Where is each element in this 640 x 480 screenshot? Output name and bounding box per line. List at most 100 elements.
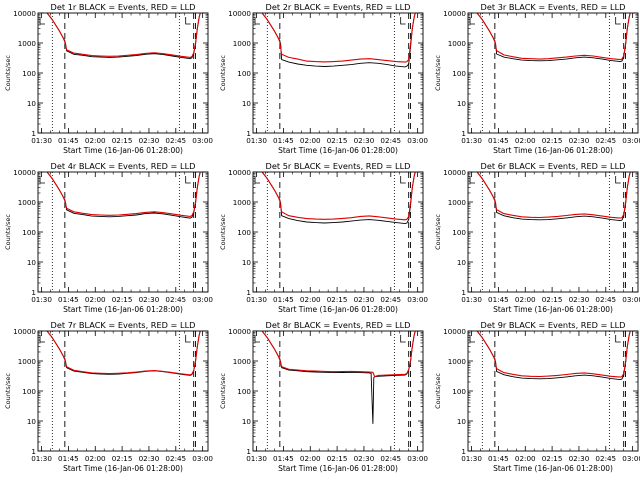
x-tick-label: 02:30 <box>569 454 590 463</box>
y-tick-label: 10000 <box>228 327 251 336</box>
y-tick-label: 10000 <box>228 168 251 177</box>
x-tick-label: 02:45 <box>595 295 616 304</box>
x-tick-label: 01:45 <box>58 136 79 145</box>
lld-series-line <box>46 331 201 376</box>
x-tick-label: 03:00 <box>622 454 640 463</box>
bracket-marker <box>254 17 260 25</box>
x-tick-label: 02:00 <box>300 136 321 145</box>
y-tick-label: 10000 <box>13 9 36 18</box>
x-tick-label: 02:45 <box>595 136 616 145</box>
series-group <box>46 172 201 219</box>
y-tick-label: 100 <box>237 228 251 237</box>
series-group <box>476 172 631 222</box>
chart-title: Det 6r BLACK = Events, RED = LLD <box>481 161 626 171</box>
bracket-marker <box>469 176 475 184</box>
x-tick-label: 02:45 <box>165 295 186 304</box>
y-axis-label: Counts/sec <box>219 55 227 91</box>
x-axis-label: Start Time (16-Jan-06 01:28:00) <box>63 305 183 314</box>
y-axis-label: Counts/sec <box>219 373 227 409</box>
y-tick-label: 1000 <box>448 198 467 207</box>
x-tick-label: 02:15 <box>327 136 348 145</box>
x-axis-label: Start Time (16-Jan-06 01:28:00) <box>493 305 613 314</box>
y-tick-label: 1 <box>31 447 36 456</box>
plot-frame <box>252 12 424 134</box>
y-tick-label: 100 <box>237 69 251 78</box>
x-tick-label: 02:30 <box>569 136 590 145</box>
y-axis-label: Counts/sec <box>4 55 12 91</box>
chart-panel: Det 6r BLACK = Events, RED = LLD Counts/s… <box>434 161 640 314</box>
series-group <box>476 331 631 381</box>
y-tick-label: 1000 <box>18 357 37 366</box>
x-tick-label: 01:45 <box>273 454 294 463</box>
y-tick-label: 10 <box>457 417 467 426</box>
y-tick-label: 1 <box>246 288 251 297</box>
y-tick-label: 1000 <box>18 39 37 48</box>
plot-frame <box>37 171 209 293</box>
chart-panel: Det 9r BLACK = Events, RED = LLD Counts/s… <box>434 320 640 473</box>
x-axis-label: Start Time (16-Jan-06 01:28:00) <box>493 464 613 473</box>
series-group <box>46 331 201 376</box>
bracket-marker <box>469 17 475 25</box>
chart-panel: Det 7r BLACK = Events, RED = LLD Counts/s… <box>4 320 213 473</box>
y-axis-label: Counts/sec <box>4 214 12 250</box>
y-tick-label: 10 <box>457 99 467 108</box>
x-tick-label: 02:00 <box>515 136 536 145</box>
x-tick-label: 02:45 <box>380 295 401 304</box>
x-tick-label: 03:00 <box>407 295 428 304</box>
events-series-line <box>46 13 201 60</box>
bracket-marker <box>39 335 45 343</box>
chart-panel: Det 8r BLACK = Events, RED = LLD Counts/s… <box>219 320 428 473</box>
series-group <box>261 172 416 225</box>
y-tick-label: 1 <box>246 129 251 138</box>
x-tick-label: 02:45 <box>165 454 186 463</box>
x-tick-label: 01:30 <box>461 454 482 463</box>
bracket-marker <box>400 176 406 184</box>
plot-frame <box>252 171 424 293</box>
lld-series-line <box>261 331 416 378</box>
y-tick-label: 1000 <box>448 357 467 366</box>
y-tick-label: 10000 <box>443 327 466 336</box>
chart-panel: Det 5r BLACK = Events, RED = LLD Counts/s… <box>219 161 428 314</box>
y-tick-label: 10000 <box>13 327 36 336</box>
y-tick-label: 1 <box>246 447 251 456</box>
bracket-marker <box>469 335 475 343</box>
x-tick-label: 03:00 <box>622 295 640 304</box>
bracket-marker <box>615 335 621 343</box>
chart-panel: Det 2r BLACK = Events, RED = LLD Counts/s… <box>219 2 428 155</box>
x-tick-label: 03:00 <box>622 136 640 145</box>
x-axis-label: Start Time (16-Jan-06 01:28:00) <box>278 146 398 155</box>
x-tick-label: 02:15 <box>542 295 563 304</box>
x-tick-label: 02:15 <box>542 454 563 463</box>
y-tick-label: 10000 <box>228 9 251 18</box>
bracket-marker <box>39 176 45 184</box>
x-tick-label: 02:00 <box>300 454 321 463</box>
y-axis-label: Counts/sec <box>434 214 442 250</box>
x-tick-label: 01:30 <box>461 295 482 304</box>
bracket-marker <box>400 17 406 25</box>
y-tick-label: 1000 <box>233 39 252 48</box>
y-tick-label: 10000 <box>13 168 36 177</box>
chart-title: Det 2r BLACK = Events, RED = LLD <box>266 2 411 12</box>
bracket-marker <box>185 335 191 343</box>
lld-series-line <box>261 13 416 63</box>
chart-title: Det 7r BLACK = Events, RED = LLD <box>51 320 196 330</box>
x-tick-label: 02:15 <box>542 136 563 145</box>
y-tick-label: 10 <box>27 417 37 426</box>
x-tick-label: 01:30 <box>31 295 52 304</box>
bracket-marker <box>400 335 406 343</box>
x-tick-label: 03:00 <box>192 454 213 463</box>
series-group <box>46 13 201 60</box>
x-tick-label: 01:45 <box>273 295 294 304</box>
x-tick-label: 01:45 <box>488 295 509 304</box>
chart-title: Det 9r BLACK = Events, RED = LLD <box>481 320 626 330</box>
x-tick-label: 02:00 <box>85 136 106 145</box>
lld-series-line <box>476 172 631 219</box>
y-tick-label: 1 <box>31 129 36 138</box>
bracket-marker <box>185 176 191 184</box>
y-tick-label: 1000 <box>18 198 37 207</box>
y-tick-label: 10 <box>242 258 252 267</box>
y-tick-label: 100 <box>237 387 251 396</box>
y-tick-label: 1000 <box>233 357 252 366</box>
bracket-marker <box>615 176 621 184</box>
